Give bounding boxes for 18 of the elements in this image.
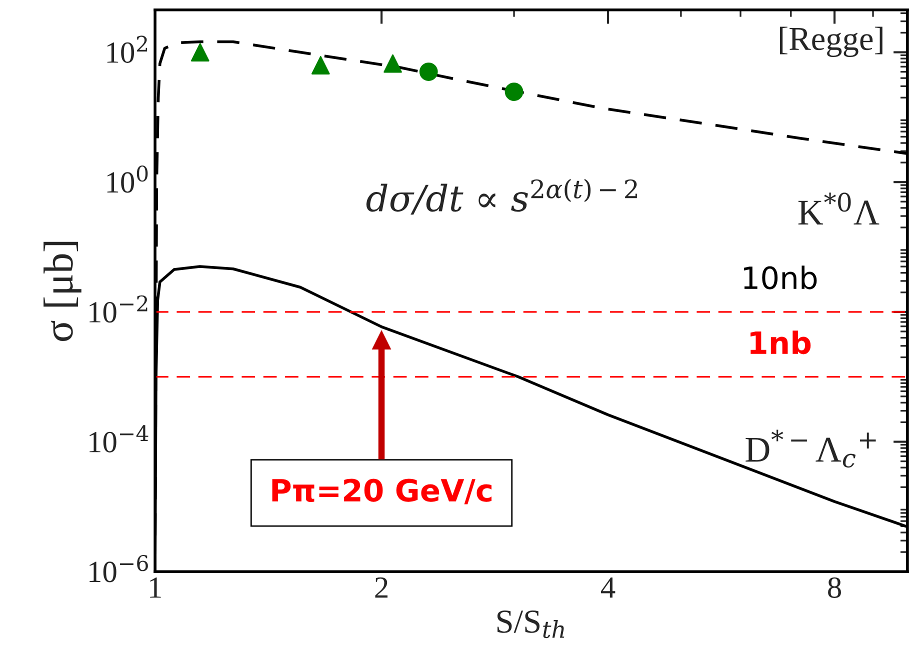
y-tick-label: 10$^{2}$ bbox=[107, 36, 147, 63]
annotation: Pπ=20 GeV/c bbox=[272, 478, 492, 504]
ref-line-label: 10nb bbox=[744, 266, 817, 290]
y-tick-label: 10$^{−2}$ bbox=[90, 295, 148, 323]
y-tick-label: 10$^{−6}$ bbox=[90, 554, 148, 582]
series-label: D$^{*−}$Λ$_{c}$$^{+}$ bbox=[746, 430, 876, 468]
ref-line-label: 1nb bbox=[750, 330, 811, 354]
y-tick-label: 10$^{0}$ bbox=[107, 166, 148, 193]
x-tick-label: 2 bbox=[375, 577, 388, 598]
x-tick-label: 1 bbox=[150, 577, 161, 598]
x-axis-title: S/S$_{th}$ bbox=[497, 610, 564, 638]
series-label: K$^{*0}$Λ bbox=[798, 192, 880, 224]
y-axis-title: σ [μb] bbox=[44, 242, 82, 342]
annotation: dσ/dt ∝ s$^{2α(t)−2}$ bbox=[366, 178, 637, 215]
annotation: [Regge] bbox=[780, 26, 882, 58]
x-tick-label: 4 bbox=[600, 578, 616, 598]
y-tick-label: 10$^{−4}$ bbox=[90, 425, 148, 452]
x-tick-label: 8 bbox=[828, 577, 841, 598]
